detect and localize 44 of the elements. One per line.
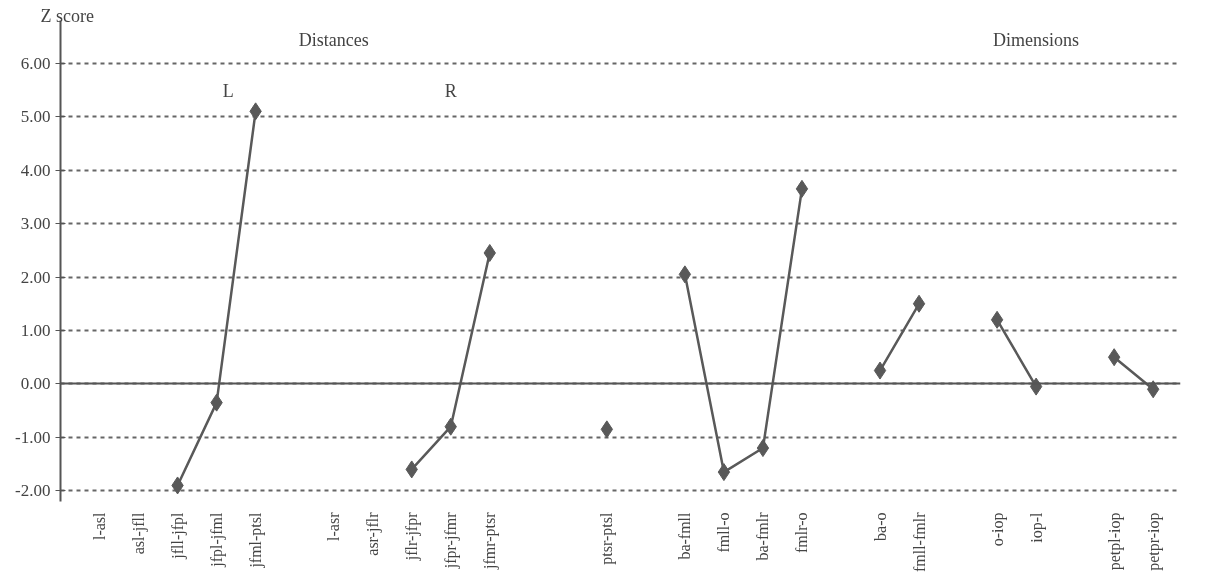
x-tick-label: ba-fmlr (754, 511, 772, 561)
point (1107, 348, 1121, 367)
x-tick-label: asl-jfll (130, 511, 149, 555)
y-tick-label: 3.00 (20, 214, 51, 234)
annotation: R (444, 80, 457, 101)
x-tick-label: l-asr (325, 511, 343, 541)
x-tick-label: petpl-iop (1105, 512, 1124, 571)
x-tick-label: jfmr-ptsr (481, 511, 500, 571)
point (990, 310, 1004, 329)
x-tick-label: ba-fmll (676, 511, 694, 560)
y-tick-label: 5.00 (20, 107, 51, 127)
y-tick-label: 0.00 (20, 374, 51, 394)
y-tick-label: 1.00 (20, 320, 51, 340)
y-tick-label: 2.00 (20, 267, 51, 287)
point (756, 439, 770, 458)
annotation: L (222, 80, 234, 101)
point (678, 265, 692, 284)
x-tick-label: fmll-fmlr (910, 511, 928, 573)
x-tick-label: ba-o (871, 512, 889, 541)
y-tick-label: -1.00 (15, 427, 51, 447)
x-tick-label: asr-jflr (364, 511, 383, 556)
x-tick-label: jfpr-jfmr (442, 511, 461, 570)
x-tick-label: o-iop (988, 512, 1007, 547)
annotation: Distances (298, 29, 369, 50)
x-tick-label: petpr-iop (1144, 512, 1163, 571)
y-tick-label: 4.00 (20, 160, 51, 180)
x-tick-label: iop-l (1027, 511, 1046, 543)
x-tick-label: jfml-ptsl (247, 511, 266, 569)
point (873, 361, 887, 380)
x-tick-label: fmll-o (715, 512, 733, 553)
x-tick-label: fmlr-o (793, 512, 811, 554)
x-tick-label: jflr-jfpr (403, 511, 422, 562)
point (795, 179, 809, 198)
x-tick-label: jfll-jfpl (169, 511, 188, 560)
annotation: Dimensions (993, 29, 1080, 50)
y-tick-label: 6.00 (20, 53, 51, 73)
x-tick-label: l-asl (91, 511, 109, 541)
x-tick-label: jfpl-jfml (208, 511, 227, 568)
x-tick-label: ptsr-ptsl (598, 511, 617, 565)
point (600, 420, 614, 439)
point (912, 294, 926, 313)
point (717, 463, 731, 482)
y-tick-label: -2.00 (15, 481, 51, 501)
y-axis-title: Z score (40, 5, 94, 26)
